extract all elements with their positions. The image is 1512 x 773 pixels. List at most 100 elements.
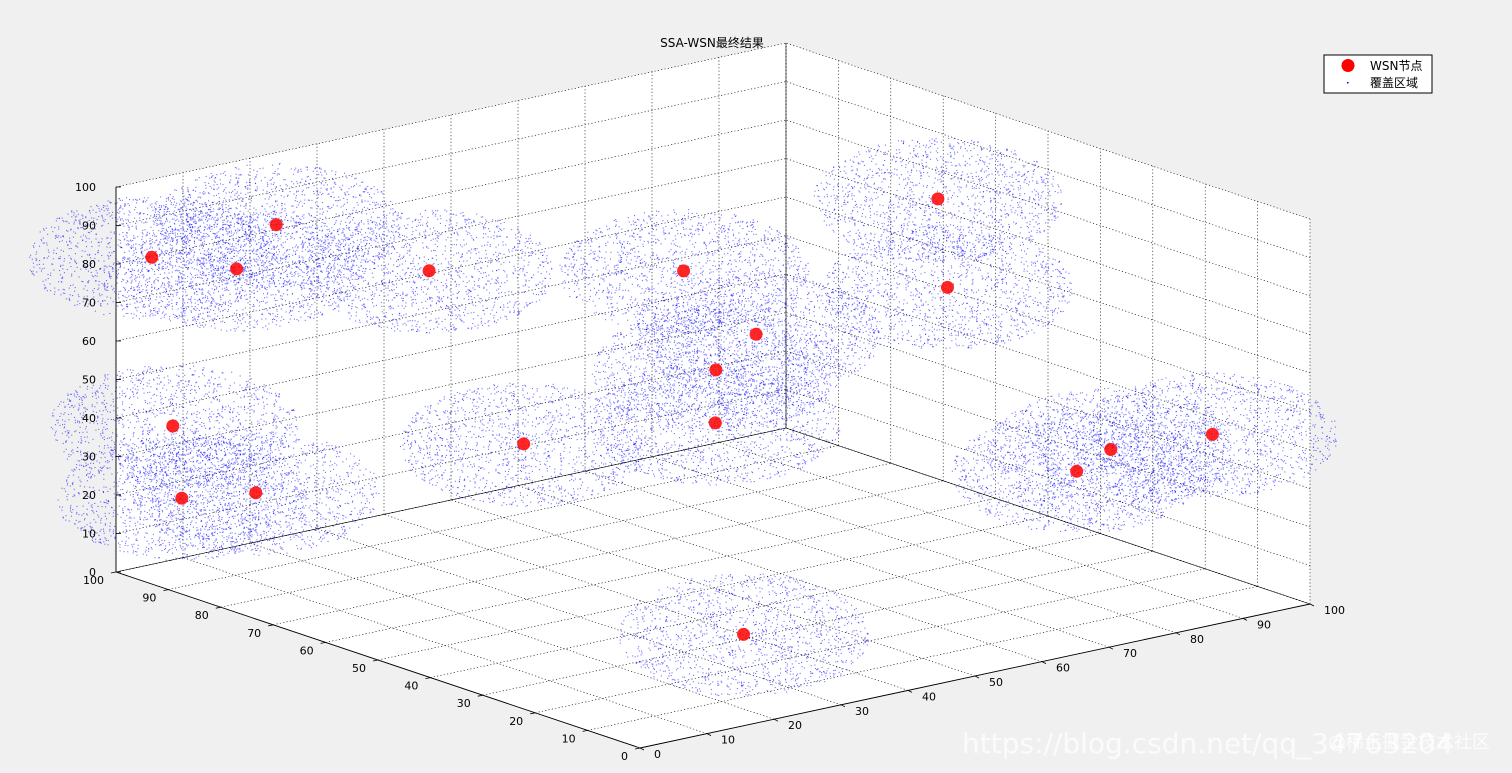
- coverage-point: [343, 300, 345, 302]
- coverage-point: [160, 300, 162, 302]
- coverage-point: [353, 255, 355, 257]
- coverage-point: [111, 214, 113, 216]
- coverage-point: [298, 320, 300, 322]
- coverage-point: [253, 304, 255, 306]
- coverage-point: [196, 262, 198, 264]
- coverage-point: [271, 259, 273, 261]
- coverage-point: [169, 261, 171, 263]
- coverage-point: [183, 205, 185, 207]
- coverage-point: [118, 291, 120, 293]
- coverage-point: [246, 280, 248, 282]
- coverage-point: [256, 186, 258, 188]
- coverage-point: [113, 231, 115, 233]
- coverage-point: [138, 287, 140, 289]
- coverage-point: [381, 253, 383, 255]
- coverage-point: [338, 240, 340, 242]
- coverage-point: [248, 235, 250, 237]
- coverage-point: [249, 290, 251, 292]
- coverage-point: [219, 303, 221, 305]
- coverage-point: [97, 289, 99, 291]
- coverage-point: [392, 319, 394, 321]
- coverage-point: [314, 267, 316, 269]
- coverage-point: [322, 294, 324, 296]
- coverage-point: [376, 235, 378, 237]
- coverage-point: [276, 310, 278, 312]
- coverage-point: [158, 206, 160, 208]
- coverage-point: [322, 242, 324, 244]
- coverage-point: [352, 209, 354, 211]
- coverage-point: [467, 250, 469, 252]
- coverage-point: [187, 252, 189, 254]
- coverage-point: [81, 214, 83, 216]
- coverage-point: [293, 284, 295, 286]
- coverage-point: [248, 234, 250, 236]
- coverage-point: [162, 282, 164, 284]
- coverage-point: [300, 219, 302, 221]
- coverage-point: [352, 241, 354, 243]
- coverage-point: [246, 298, 248, 300]
- coverage-point: [214, 327, 216, 329]
- coverage-point: [219, 228, 221, 230]
- coverage-point: [101, 215, 103, 217]
- coverage-point: [309, 238, 311, 240]
- coverage-point: [311, 236, 313, 238]
- coverage-point: [356, 183, 358, 185]
- coverage-point: [192, 281, 194, 283]
- coverage-point: [393, 224, 395, 226]
- coverage-point: [213, 276, 215, 278]
- coverage-point: [330, 196, 332, 198]
- coverage-point: [304, 282, 306, 284]
- coverage-point: [296, 215, 298, 217]
- coverage-point: [106, 286, 108, 288]
- coverage-point: [266, 280, 268, 282]
- coverage-point: [93, 292, 95, 294]
- coverage-point: [508, 291, 510, 293]
- coverage-point: [268, 213, 270, 215]
- coverage-point: [225, 199, 227, 201]
- coverage-point: [95, 233, 97, 235]
- coverage-point: [478, 271, 480, 273]
- coverage-point: [228, 191, 230, 193]
- coverage-point: [542, 262, 544, 264]
- coverage-point: [151, 293, 153, 295]
- coverage-point: [333, 186, 335, 188]
- coverage-point: [419, 234, 421, 236]
- coverage-point: [160, 233, 162, 235]
- coverage-point: [225, 229, 227, 231]
- coverage-point: [311, 268, 313, 270]
- coverage-point: [95, 280, 97, 282]
- coverage-point: [338, 259, 340, 261]
- coverage-point: [178, 276, 180, 278]
- coverage-point: [185, 214, 187, 216]
- coverage-point: [136, 199, 138, 201]
- coverage-point: [160, 217, 162, 219]
- coverage-point: [310, 207, 312, 209]
- coverage-point: [287, 276, 289, 278]
- coverage-point: [268, 252, 270, 254]
- coverage-point: [141, 300, 143, 302]
- coverage-point: [369, 259, 371, 261]
- coverage-point: [541, 293, 543, 295]
- coverage-point: [403, 255, 405, 257]
- coverage-point: [165, 228, 167, 230]
- coverage-point: [187, 239, 189, 241]
- coverage-point: [171, 308, 173, 310]
- coverage-point: [100, 303, 102, 305]
- coverage-point: [289, 272, 291, 274]
- coverage-point: [321, 259, 323, 261]
- coverage-point: [306, 282, 308, 284]
- coverage-point: [464, 221, 466, 223]
- coverage-point: [263, 252, 265, 254]
- coverage-point: [269, 206, 271, 208]
- coverage-point: [257, 217, 259, 219]
- coverage-point: [77, 300, 79, 302]
- coverage-point: [384, 264, 386, 266]
- coverage-point: [374, 202, 376, 204]
- coverage-point: [265, 221, 267, 223]
- coverage-point: [126, 232, 128, 234]
- coverage-point: [286, 249, 288, 251]
- coverage-point: [350, 271, 352, 273]
- coverage-point: [303, 262, 305, 264]
- coverage-point: [328, 205, 330, 207]
- coverage-point: [191, 284, 193, 286]
